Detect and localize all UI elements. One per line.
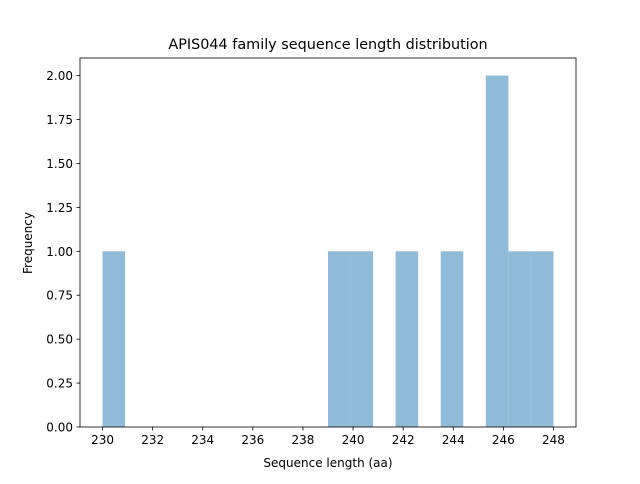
x-tick-label: 238 (291, 433, 314, 447)
x-tick-label: 230 (91, 433, 114, 447)
x-tick-label: 236 (241, 433, 264, 447)
x-tick-label: 248 (542, 433, 565, 447)
histogram-bar (530, 251, 554, 427)
y-ticks: 0.00 0.25 0.50 0.75 1.00 1.25 1.50 1.75 2.00 (46, 69, 80, 435)
histogram-bar (350, 251, 374, 427)
x-tick-label: 234 (191, 433, 214, 447)
x-tick-label: 246 (492, 433, 515, 447)
y-tick-label: 2.00 (46, 69, 73, 83)
x-tick-label: 240 (342, 433, 365, 447)
y-tick-label: 0.25 (46, 377, 73, 391)
histogram-bar (508, 251, 531, 427)
y-tick-label: 1.00 (46, 245, 73, 259)
y-tick-label: 1.50 (46, 157, 73, 171)
x-tick-label: 232 (141, 433, 164, 447)
x-ticks: 230 232 234 236 238 240 242 244 246 248 (91, 427, 565, 447)
y-tick-label: 0.00 (46, 421, 73, 435)
x-tick-label: 242 (392, 433, 415, 447)
x-axis-label: Sequence length (aa) (263, 456, 392, 470)
histogram-bar (102, 251, 126, 427)
histogram-bar (395, 251, 419, 427)
y-tick-label: 1.75 (46, 113, 73, 127)
axes-frame (79, 57, 577, 428)
y-tick-label: 1.25 (46, 201, 73, 215)
y-axis-label: Frequency (21, 212, 35, 274)
chart-title: APIS044 family sequence length distribut… (168, 37, 487, 53)
histogram-bar (328, 251, 351, 427)
histogram-bar (440, 251, 464, 427)
bars-group (102, 75, 554, 428)
y-tick-label: 0.75 (46, 289, 73, 303)
y-tick-label: 0.50 (46, 333, 73, 347)
histogram-bar (485, 75, 509, 428)
x-tick-label: 244 (442, 433, 465, 447)
